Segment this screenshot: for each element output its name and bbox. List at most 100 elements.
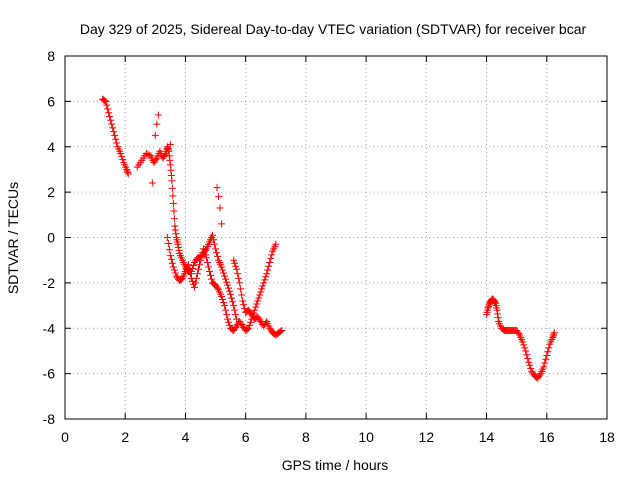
data-point: [494, 310, 502, 318]
data-point: [246, 321, 254, 329]
data-point: [119, 156, 127, 164]
data-point: [238, 291, 246, 299]
data-point: [236, 279, 244, 287]
data-point: [113, 139, 121, 147]
data-point: [230, 256, 238, 264]
data-point: [167, 255, 175, 263]
data-point: [174, 240, 182, 248]
gridlines: [65, 56, 607, 419]
y-tick-label: 6: [47, 93, 55, 109]
data-point: [101, 97, 109, 105]
data-point: [233, 265, 241, 273]
data-point: [522, 347, 530, 355]
data-point: [204, 258, 212, 266]
data-point: [265, 262, 273, 270]
data-point: [266, 258, 274, 266]
data-point: [235, 274, 243, 282]
data-point: [164, 240, 172, 248]
data-point: [170, 207, 178, 215]
data-point: [110, 128, 118, 136]
data-point: [484, 304, 492, 312]
series-segment-d: [230, 256, 286, 339]
y-tick-label: 2: [47, 184, 55, 200]
data-point: [208, 275, 216, 283]
data-point: [142, 150, 150, 158]
data-point: [212, 245, 220, 253]
data-marks: [99, 95, 558, 382]
data-point: [172, 230, 180, 238]
series-segment-c: [163, 234, 280, 335]
data-point: [231, 259, 239, 267]
data-point: [118, 153, 126, 161]
data-point: [153, 120, 161, 128]
data-point: [256, 291, 264, 299]
data-point: [188, 265, 196, 273]
data-point: [542, 355, 550, 363]
data-point: [264, 266, 272, 274]
x-tick-label: 16: [539, 429, 555, 445]
data-point: [148, 179, 156, 187]
data-point: [515, 330, 523, 338]
data-point: [245, 324, 253, 332]
data-point: [237, 285, 245, 293]
x-tick-label: 12: [419, 429, 435, 445]
data-point: [167, 166, 175, 174]
data-point: [523, 351, 531, 359]
data-point: [549, 333, 557, 341]
data-point: [544, 348, 552, 356]
data-point: [262, 273, 270, 281]
data-point: [263, 270, 271, 278]
data-point: [232, 262, 240, 270]
data-point: [123, 167, 131, 175]
data-point: [112, 135, 120, 143]
data-point: [218, 220, 226, 228]
x-tick-label: 10: [358, 429, 374, 445]
data-point: [124, 170, 132, 178]
data-point: [550, 329, 558, 337]
data-point: [211, 240, 219, 248]
data-point: [526, 361, 534, 369]
data-point: [219, 266, 227, 274]
data-point: [259, 282, 267, 290]
data-point: [543, 351, 551, 359]
x-axis-label: GPS time / hours: [282, 457, 389, 473]
data-point: [254, 297, 262, 305]
data-point: [267, 255, 275, 263]
data-point: [549, 332, 557, 340]
data-point: [213, 184, 221, 192]
data-point: [194, 265, 202, 273]
x-tick-label: 18: [599, 429, 615, 445]
data-point: [272, 240, 280, 248]
data-point: [536, 371, 544, 379]
data-point: [123, 165, 131, 173]
data-point: [144, 150, 152, 158]
data-point: [485, 302, 493, 310]
data-point: [494, 314, 502, 322]
data-point: [168, 177, 176, 185]
data-point: [224, 281, 232, 289]
data-point: [223, 278, 231, 286]
data-point: [207, 271, 215, 279]
data-point: [103, 101, 111, 109]
data-point: [222, 306, 230, 314]
data-point: [221, 272, 229, 280]
data-point: [230, 302, 238, 310]
data-point: [165, 147, 173, 155]
data-point: [151, 131, 159, 139]
y-tick-label: -2: [43, 275, 56, 291]
data-point: [188, 277, 196, 285]
x-tick-label: 0: [61, 429, 69, 445]
data-point: [198, 252, 206, 260]
data-point: [258, 285, 266, 293]
data-point: [197, 256, 204, 264]
data-point: [213, 249, 221, 257]
data-point: [244, 325, 252, 333]
data-point: [218, 292, 226, 300]
data-point: [186, 270, 194, 278]
data-point: [491, 298, 499, 306]
data-point: [219, 296, 227, 304]
x-tick-label: 6: [242, 429, 250, 445]
data-point: [520, 341, 528, 349]
data-point: [227, 290, 235, 298]
data-point: [190, 283, 198, 291]
